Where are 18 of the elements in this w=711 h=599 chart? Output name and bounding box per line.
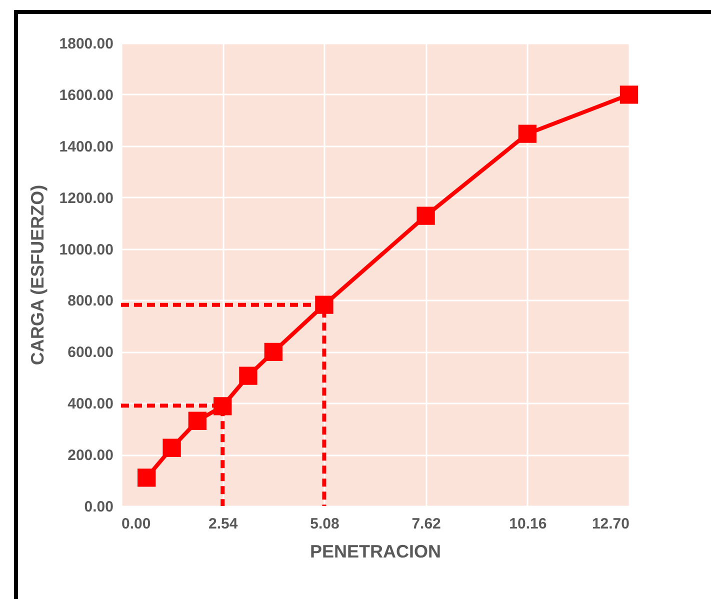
y-tick-label: 0.00 <box>84 498 114 516</box>
y-tick-label: 1600.00 <box>59 86 114 104</box>
x-tick-label: 0.00 <box>122 516 151 532</box>
y-tick-label: 1000.00 <box>59 241 114 258</box>
y-tick-label: 800.00 <box>68 292 114 310</box>
x-tick-label: 12.70 <box>592 516 630 532</box>
y-tick-label: 400.00 <box>68 396 114 413</box>
y-tick-label: 1200.00 <box>59 190 114 207</box>
y-tick-label: 600.00 <box>68 344 114 362</box>
y-tick-label: 1400.00 <box>59 138 114 156</box>
x-tick-label: 2.54 <box>208 516 238 532</box>
x-axis-title: PENETRACION <box>310 542 442 562</box>
x-tick-label: 5.08 <box>310 516 340 532</box>
y-tick-label: 200.00 <box>68 447 114 464</box>
x-tick-label: 10.16 <box>509 516 547 532</box>
x-tick-label: 7.62 <box>412 516 441 532</box>
y-tick-label: 1800.00 <box>59 36 114 52</box>
y-axis-title: CARGA (ESFUERZO) <box>27 184 48 366</box>
